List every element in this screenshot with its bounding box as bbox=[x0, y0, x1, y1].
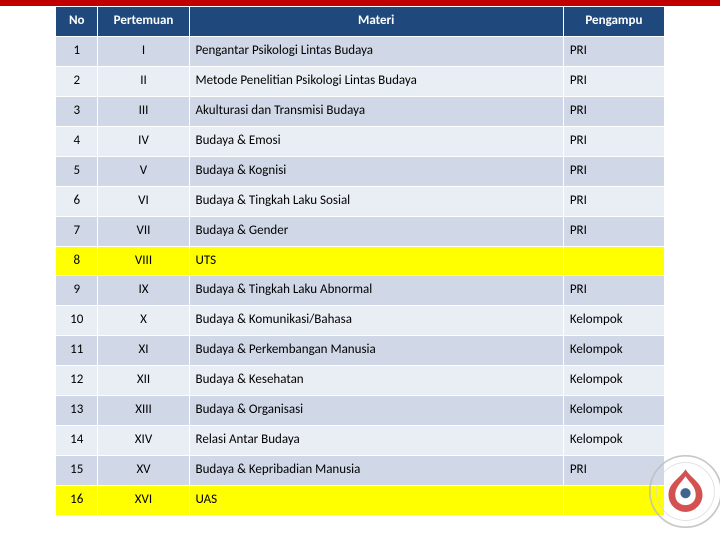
cell-no: 11 bbox=[56, 336, 98, 366]
table-row: 8VIIIUTS bbox=[56, 246, 665, 276]
cell-no: 7 bbox=[56, 216, 98, 246]
cell-pengampu: PRI bbox=[563, 66, 664, 96]
cell-no: 4 bbox=[56, 126, 98, 156]
cell-no: 9 bbox=[56, 276, 98, 306]
cell-pertemuan: XVI bbox=[98, 486, 189, 516]
cell-pengampu: Kelompok bbox=[563, 366, 664, 396]
cell-pertemuan: X bbox=[98, 306, 189, 336]
cell-pengampu: Kelompok bbox=[563, 306, 664, 336]
cell-pengampu: PRI bbox=[563, 36, 664, 66]
cell-materi: Pengantar Psikologi Lintas Budaya bbox=[189, 36, 563, 66]
cell-materi: Budaya & Emosi bbox=[189, 126, 563, 156]
cell-materi: Budaya & Gender bbox=[189, 216, 563, 246]
cell-pertemuan: I bbox=[98, 36, 189, 66]
cell-pertemuan: XV bbox=[98, 456, 189, 486]
table-row: 14XIVRelasi Antar BudayaKelompok bbox=[56, 426, 665, 456]
cell-pengampu: PRI bbox=[563, 276, 664, 306]
table-row: 15XVBudaya & Kepribadian ManusiaPRI bbox=[56, 456, 665, 486]
table-row: 11XIBudaya & Perkembangan ManusiaKelompo… bbox=[56, 336, 665, 366]
table-row: 9IXBudaya & Tingkah Laku AbnormalPRI bbox=[56, 276, 665, 306]
cell-materi: UAS bbox=[189, 486, 563, 516]
university-logo-icon bbox=[643, 449, 720, 534]
cell-pertemuan: XII bbox=[98, 366, 189, 396]
cell-materi: Budaya & Organisasi bbox=[189, 396, 563, 426]
cell-pertemuan: XI bbox=[98, 336, 189, 366]
cell-pengampu: PRI bbox=[563, 126, 664, 156]
cell-materi: Relasi Antar Budaya bbox=[189, 426, 563, 456]
cell-materi: Budaya & Kepribadian Manusia bbox=[189, 456, 563, 486]
cell-materi: Metode Penelitian Psikologi Lintas Buday… bbox=[189, 66, 563, 96]
cell-pertemuan: VI bbox=[98, 186, 189, 216]
cell-materi: Budaya & Tingkah Laku Sosial bbox=[189, 186, 563, 216]
header-no: No bbox=[56, 7, 98, 37]
cell-materi: Budaya & Perkembangan Manusia bbox=[189, 336, 563, 366]
cell-pertemuan: IX bbox=[98, 276, 189, 306]
cell-materi: Akulturasi dan Transmisi Budaya bbox=[189, 96, 563, 126]
schedule-table: No Pertemuan Materi Pengampu 1IPengantar… bbox=[55, 6, 665, 516]
cell-no: 13 bbox=[56, 396, 98, 426]
cell-pengampu: PRI bbox=[563, 156, 664, 186]
cell-no: 2 bbox=[56, 66, 98, 96]
header-pengampu: Pengampu bbox=[563, 7, 664, 37]
table-row: 6VIBudaya & Tingkah Laku SosialPRI bbox=[56, 186, 665, 216]
cell-materi: Budaya & Kognisi bbox=[189, 156, 563, 186]
table-row: 4IVBudaya & EmosiPRI bbox=[56, 126, 665, 156]
cell-pertemuan: IV bbox=[98, 126, 189, 156]
table-row: 3IIIAkulturasi dan Transmisi BudayaPRI bbox=[56, 96, 665, 126]
cell-materi: Budaya & Kesehatan bbox=[189, 366, 563, 396]
table-row: 16XVIUAS bbox=[56, 486, 665, 516]
cell-materi: Budaya & Tingkah Laku Abnormal bbox=[189, 276, 563, 306]
cell-no: 16 bbox=[56, 486, 98, 516]
table-row: 7VIIBudaya & GenderPRI bbox=[56, 216, 665, 246]
cell-no: 1 bbox=[56, 36, 98, 66]
cell-no: 15 bbox=[56, 456, 98, 486]
cell-pengampu: PRI bbox=[563, 216, 664, 246]
cell-pertemuan: XIII bbox=[98, 396, 189, 426]
cell-pertemuan: II bbox=[98, 66, 189, 96]
cell-no: 14 bbox=[56, 426, 98, 456]
header-pertemuan: Pertemuan bbox=[98, 7, 189, 37]
cell-no: 8 bbox=[56, 246, 98, 276]
table-row: 5VBudaya & KognisiPRI bbox=[56, 156, 665, 186]
cell-pertemuan: III bbox=[98, 96, 189, 126]
header-materi: Materi bbox=[189, 7, 563, 37]
cell-pengampu: Kelompok bbox=[563, 396, 664, 426]
cell-no: 5 bbox=[56, 156, 98, 186]
table-row: 2IIMetode Penelitian Psikologi Lintas Bu… bbox=[56, 66, 665, 96]
cell-no: 10 bbox=[56, 306, 98, 336]
cell-materi: Budaya & Komunikasi/Bahasa bbox=[189, 306, 563, 336]
slide: No Pertemuan Materi Pengampu 1IPengantar… bbox=[0, 0, 720, 540]
cell-no: 6 bbox=[56, 186, 98, 216]
table-row: 13XIIIBudaya & OrganisasiKelompok bbox=[56, 396, 665, 426]
cell-pertemuan: V bbox=[98, 156, 189, 186]
table-header-row: No Pertemuan Materi Pengampu bbox=[56, 7, 665, 37]
cell-pertemuan: XIV bbox=[98, 426, 189, 456]
cell-pengampu: Kelompok bbox=[563, 336, 664, 366]
cell-no: 12 bbox=[56, 366, 98, 396]
table-row: 12XIIBudaya & KesehatanKelompok bbox=[56, 366, 665, 396]
table-row: 1IPengantar Psikologi Lintas BudayaPRI bbox=[56, 36, 665, 66]
cell-pengampu: PRI bbox=[563, 96, 664, 126]
cell-pengampu: PRI bbox=[563, 186, 664, 216]
cell-pertemuan: VII bbox=[98, 216, 189, 246]
cell-pertemuan: VIII bbox=[98, 246, 189, 276]
table-row: 10XBudaya & Komunikasi/BahasaKelompok bbox=[56, 306, 665, 336]
schedule-table-wrap: No Pertemuan Materi Pengampu 1IPengantar… bbox=[55, 6, 665, 516]
cell-no: 3 bbox=[56, 96, 98, 126]
cell-pengampu bbox=[563, 246, 664, 276]
cell-materi: UTS bbox=[189, 246, 563, 276]
